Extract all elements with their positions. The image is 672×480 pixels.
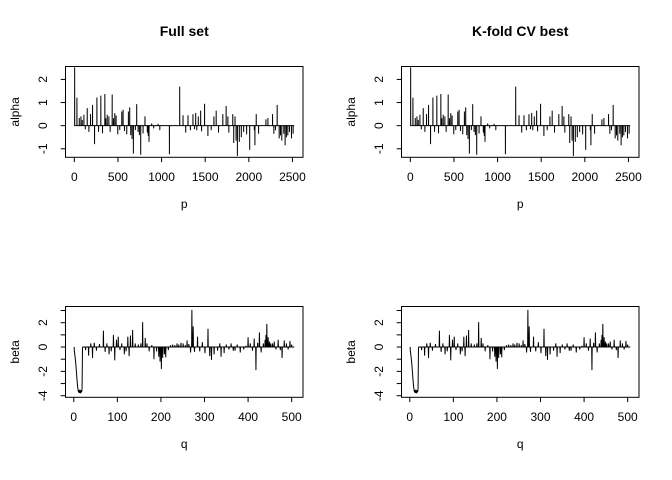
x-tick-label: 2000: [235, 170, 262, 184]
panel-full-set-beta: 0 100 200 300 400 500 -4 -2 0 2 q beta: [0, 240, 336, 480]
y-tick-label: -1: [372, 143, 386, 154]
plot-box: [401, 306, 640, 398]
series-line: [409, 309, 631, 394]
y-tick-label: -4: [372, 390, 386, 401]
chart-full-set-beta: 0 100 200 300 400 500 -4 -2 0 2 q beta: [8, 306, 304, 451]
x-tick-label: 2500: [279, 170, 306, 184]
x-tick-label: 0: [407, 170, 414, 184]
y-tick-label: 2: [36, 319, 50, 326]
y-tick-label: 0: [372, 343, 386, 350]
x-tick-label: 300: [530, 410, 550, 424]
x-axis-label: p: [181, 197, 188, 211]
plot-box: [401, 66, 640, 158]
y-axis-label: beta: [344, 340, 358, 364]
plot-box: [65, 66, 304, 158]
plot-box: [65, 306, 304, 398]
x-tick-label: 100: [107, 410, 127, 424]
chart-kfold-cv-best-beta: 0 100 200 300 400 500 -4 -2 0 2 q beta: [344, 306, 640, 451]
x-tick-label: 1000: [484, 170, 511, 184]
x-tick-label: 2500: [615, 170, 642, 184]
x-axis-label: q: [517, 437, 524, 451]
x-tick-label: 500: [618, 410, 638, 424]
y-tick-label: 2: [372, 319, 386, 326]
y-tick-label: -4: [36, 390, 50, 401]
x-tick-label: 0: [71, 170, 78, 184]
x-tick-label: 500: [108, 170, 128, 184]
x-tick-label: 1500: [528, 170, 555, 184]
y-tick-label: 2: [36, 76, 50, 83]
y-tick-label: 1: [36, 99, 50, 106]
x-tick-label: 0: [70, 410, 77, 424]
x-tick-label: 300: [194, 410, 214, 424]
x-axis-label: q: [181, 437, 188, 451]
x-tick-label: 400: [574, 410, 594, 424]
y-tick-label: 1: [372, 99, 386, 106]
y-tick-label: -2: [36, 366, 50, 377]
plot-title: K-fold CV best: [472, 23, 569, 39]
y-tick-label: 0: [36, 122, 50, 129]
y-axis-label: alpha: [8, 97, 22, 127]
x-tick-label: 1000: [148, 170, 175, 184]
panel-kfold-cv-best-alpha: K-fold CV best 0 500 1000 1500 2000 2500 -1 0 1 2 p…: [336, 0, 672, 240]
x-tick-label: 1500: [192, 170, 219, 184]
panel-full-set-alpha: Full set 0 500 1000 1500 2000 2500 -1 0 1 2 p alpha: [0, 0, 336, 240]
x-tick-label: 0: [406, 410, 413, 424]
x-tick-label: 100: [443, 410, 463, 424]
y-tick-label: -1: [36, 143, 50, 154]
panel-kfold-cv-best-beta: 0 100 200 300 400 500 -4 -2 0 2 q beta: [336, 240, 672, 480]
x-tick-label: 200: [487, 410, 507, 424]
y-tick-label: 0: [372, 122, 386, 129]
x-tick-label: 400: [238, 410, 258, 424]
x-tick-label: 500: [444, 170, 464, 184]
plot-title: Full set: [160, 23, 209, 39]
y-axis-label: beta: [8, 340, 22, 364]
series-line: [74, 67, 295, 156]
y-tick-label: 0: [36, 343, 50, 350]
x-axis-label: p: [517, 197, 524, 211]
y-tick-label: 2: [372, 76, 386, 83]
y-tick-label: -2: [372, 366, 386, 377]
x-tick-label: 500: [282, 410, 302, 424]
x-tick-label: 2000: [571, 170, 598, 184]
series-line: [410, 67, 631, 156]
y-axis-label: alpha: [344, 97, 358, 127]
x-tick-label: 200: [151, 410, 171, 424]
series-line: [73, 309, 295, 394]
chart-kfold-cv-best-alpha: K-fold CV best 0 500 1000 1500 2000 2500 -1 0 1 2 p…: [344, 23, 642, 211]
chart-full-set-alpha: Full set 0 500 1000 1500 2000 2500 -1 0 1 2 p alpha: [8, 23, 306, 211]
